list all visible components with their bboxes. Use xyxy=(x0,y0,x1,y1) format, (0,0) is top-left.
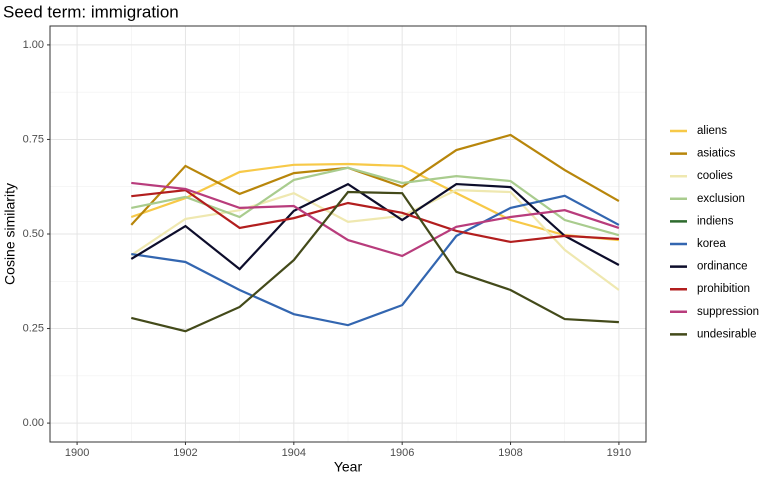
legend-label: suppression xyxy=(697,306,759,318)
line xyxy=(130,182,620,271)
legend-label: aliens xyxy=(697,125,727,137)
line xyxy=(131,181,620,258)
y-axis-label: Cosine similarity xyxy=(2,183,18,285)
x-tick-label: 1902 xyxy=(173,447,197,459)
x-axis-label: Year xyxy=(334,459,363,475)
legend-label: undesirable xyxy=(697,328,756,340)
legend-label: coolies xyxy=(697,170,733,182)
y-tick-label: 1.00 xyxy=(23,39,44,51)
x-tick-label: 1910 xyxy=(607,447,631,459)
line xyxy=(130,133,620,226)
line xyxy=(131,194,620,327)
y-tick-label: 0.25 xyxy=(23,322,44,334)
plot-border xyxy=(49,25,647,443)
legend-label: prohibition xyxy=(697,283,750,295)
line xyxy=(131,188,619,244)
legend-label: exclusion xyxy=(697,193,745,205)
x-tick-label: 1904 xyxy=(282,447,306,459)
legend-label: korea xyxy=(697,238,726,250)
y-tick-label: 0.00 xyxy=(23,417,44,429)
x-tick-label: 1906 xyxy=(390,447,414,459)
line xyxy=(131,190,619,333)
line xyxy=(131,166,620,237)
legend-label: asiatics xyxy=(697,148,736,160)
line xyxy=(130,162,620,242)
legend-label: ordinance xyxy=(697,261,748,273)
y-tick-label: 0.75 xyxy=(23,133,44,145)
y-tick-label: 0.50 xyxy=(23,228,44,240)
line xyxy=(130,189,620,291)
x-tick-label: 1900 xyxy=(65,447,89,459)
legend-label: indiens xyxy=(697,215,734,227)
x-tick-label: 1908 xyxy=(498,447,522,459)
chart-title: Seed term: immigration xyxy=(3,2,179,21)
